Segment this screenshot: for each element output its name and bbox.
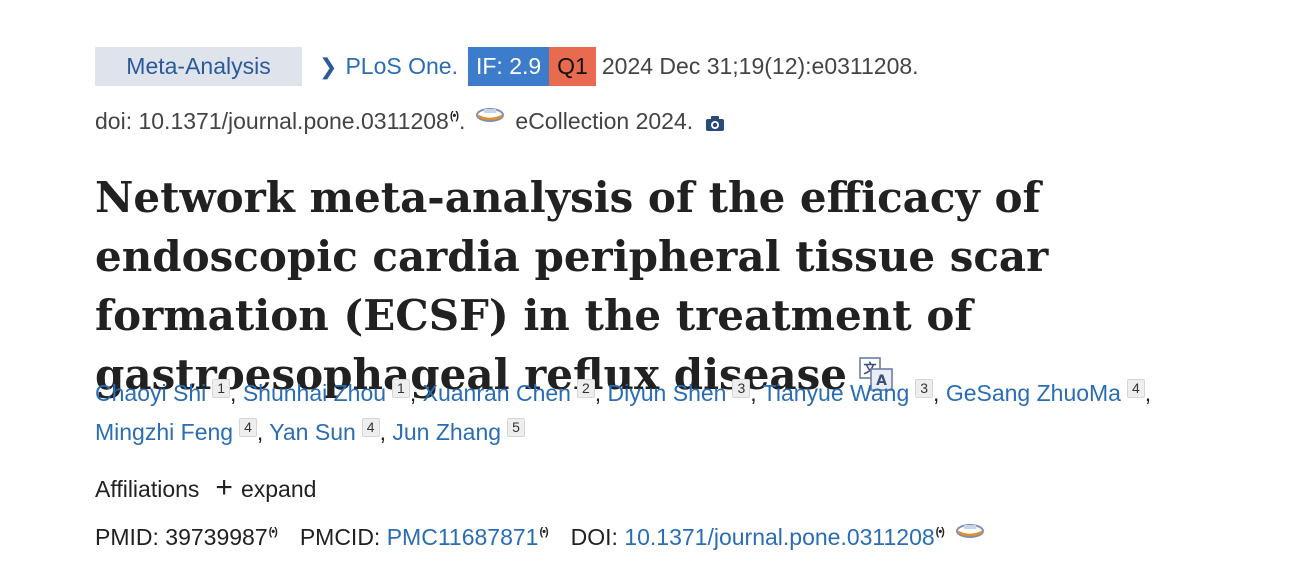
signal-icon[interactable]: (•) (449, 110, 459, 122)
publication-info-bar: Meta-Analysis ❯ PLoS One. IF: 2.9 Q1 202… (95, 47, 919, 86)
expand-label: expand (240, 475, 317, 502)
author-item: Mingzhi Feng 4, (95, 418, 270, 445)
author-link[interactable]: Mingzhi Feng (95, 419, 234, 445)
journal-logo-icon[interactable] (475, 106, 505, 124)
affiliation-number[interactable]: 4 (1126, 379, 1145, 398)
author-item: Tianyue Wang 3, (762, 379, 946, 406)
author-item: GeSang ZhuoMa 4, (945, 379, 1152, 406)
identifier-bar: PMID: 39739987 (•) PMCID: PMC11687871 (•) … (95, 520, 995, 554)
author-list: Chaoyi Shi 1, Shunhai Zhou 1, Xuanran Chen… (95, 374, 1255, 452)
signal-icon[interactable]: (•) (935, 526, 945, 538)
author-item: Jun Zhang 5 (392, 418, 525, 445)
citation-text: 2024 Dec 31;19(12):e0311208. (601, 53, 919, 79)
affiliation-number[interactable]: 3 (915, 379, 934, 398)
author-link[interactable]: Diyun Shen (607, 380, 727, 406)
author-link[interactable]: Yan Sun (269, 419, 356, 445)
author-link[interactable]: Xuanran Chen (422, 380, 571, 406)
article-type-badge[interactable]: Meta-Analysis (95, 47, 302, 86)
affiliation-number[interactable]: 1 (212, 379, 231, 398)
author-item: Yan Sun 4, (269, 418, 393, 445)
doi-label: DOI: (570, 523, 618, 550)
pmid-value[interactable]: 39739987 (165, 523, 268, 550)
impact-factor-badge: IF: 2.9 (467, 47, 550, 86)
author-item: Chaoyi Shi 1, (95, 379, 243, 406)
doi-link[interactable]: 10.1371/journal.pone.0311208 (624, 523, 935, 550)
author-link[interactable]: GeSang ZhuoMa (945, 380, 1121, 406)
author-link[interactable]: Jun Zhang (392, 419, 502, 445)
doi-text[interactable]: doi: 10.1371/journal.pone.0311208 (95, 107, 449, 134)
ecollection-text: eCollection 2024. (515, 107, 694, 134)
chevron-right-icon: ❯ (319, 53, 338, 79)
affiliation-number[interactable]: 2 (576, 379, 595, 398)
period-text: . (459, 107, 466, 134)
svg-text:A: A (876, 373, 887, 389)
author-item: Xuanran Chen 2, (422, 379, 608, 406)
affiliations-label: Affiliations (95, 475, 200, 502)
translate-icon[interactable]: 文 A (859, 357, 893, 391)
author-link[interactable]: Tianyue Wang (762, 380, 910, 406)
article-title: Network meta-analysis of the efficacy of… (95, 168, 1245, 404)
pmcid-label: PMCID: (299, 523, 381, 550)
pmcid-link[interactable]: PMC11687871 (386, 523, 539, 550)
quartile-badge: Q1 (549, 47, 596, 86)
journal-link[interactable]: PLoS One. (345, 53, 458, 79)
pmid-label: PMID: (95, 523, 159, 550)
signal-icon[interactable]: (•) (539, 526, 548, 538)
article-title-text: Network meta-analysis of the efficacy of… (95, 173, 1049, 399)
author-item: Shunhai Zhou 1, (242, 379, 423, 406)
affiliation-number[interactable]: 5 (507, 418, 525, 437)
affiliation-number[interactable]: 4 (361, 418, 380, 437)
doi-line: doi: 10.1371/journal.pone.0311208 (•) . … (95, 103, 725, 139)
plus-icon: + (215, 471, 233, 504)
signal-icon[interactable]: (•) (268, 526, 278, 538)
journal-logo-icon[interactable] (955, 522, 985, 540)
author-link[interactable]: Chaoyi Shi (95, 380, 207, 406)
author-item: Diyun Shen 3, (607, 379, 763, 406)
affiliation-number[interactable]: 3 (732, 379, 751, 398)
affiliation-number[interactable]: 4 (239, 418, 257, 437)
author-link[interactable]: Shunhai Zhou (242, 380, 387, 406)
affiliation-number[interactable]: 1 (392, 379, 410, 398)
camera-icon[interactable] (705, 115, 725, 132)
affiliations-toggle[interactable]: Affiliations + expand (95, 471, 317, 505)
